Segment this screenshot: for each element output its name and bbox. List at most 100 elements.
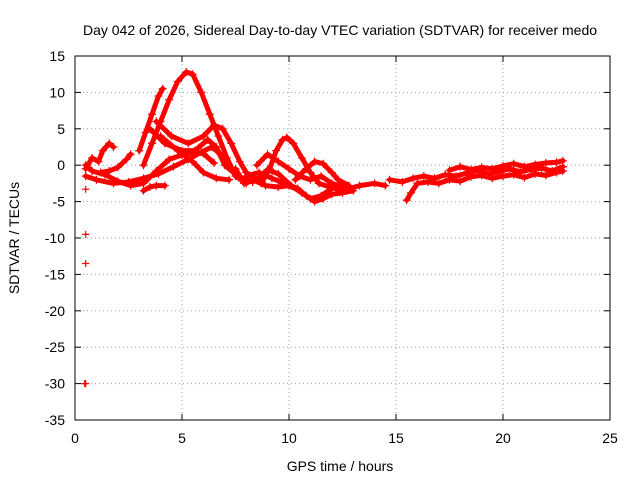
data-point (156, 132, 165, 141)
data-point (235, 157, 244, 166)
track-start-wave-a (81, 139, 118, 173)
data-point (541, 159, 550, 168)
data-point (488, 174, 497, 183)
data-point (92, 175, 101, 184)
data-point (274, 183, 283, 192)
data-point (466, 165, 475, 174)
data-point (297, 153, 306, 162)
x-tick-label: 5 (178, 430, 186, 446)
data-point (499, 172, 507, 181)
data-point (317, 191, 326, 200)
x-tick-label: 15 (388, 430, 404, 446)
track-arc-11-e (291, 157, 353, 190)
track-band (153, 119, 260, 183)
data-point (267, 174, 276, 183)
y-tick-label: -20 (45, 303, 65, 319)
track-band (83, 140, 116, 172)
data-point (327, 184, 336, 193)
data-point (184, 155, 193, 164)
data-point (252, 175, 261, 184)
data-point (126, 181, 135, 190)
data-point (210, 159, 219, 168)
data-point (419, 172, 428, 181)
data-point (152, 117, 161, 126)
data-point (152, 167, 161, 176)
data-point (210, 121, 219, 130)
data-point (216, 150, 225, 159)
data-point (327, 168, 336, 177)
data-point (285, 164, 293, 173)
track-start-wave-b (96, 150, 135, 177)
y-tick-label: -5 (53, 194, 66, 210)
data-point (178, 151, 186, 160)
data-point (152, 181, 161, 190)
data-point (88, 153, 97, 162)
data-point (145, 183, 154, 192)
data-point (169, 162, 178, 171)
track-arc-7-f (231, 164, 306, 197)
data-point (355, 181, 364, 190)
data-point (199, 132, 208, 141)
track-band (141, 183, 168, 194)
data-point (141, 128, 150, 137)
data-point (184, 139, 193, 148)
data-point (441, 170, 450, 179)
data-point (272, 146, 281, 155)
data-point (520, 173, 529, 182)
data-point (310, 157, 319, 166)
data-point (94, 157, 103, 166)
data-point (148, 110, 157, 119)
data-point (509, 170, 518, 179)
x-axis-label: GPS time / hours (287, 458, 394, 474)
data-point (302, 164, 311, 173)
data-point (113, 163, 122, 172)
data-point (135, 146, 144, 155)
data-point (167, 132, 176, 141)
data-point (477, 171, 486, 180)
data-point (297, 188, 306, 197)
data-point (509, 159, 518, 168)
data-point (81, 172, 90, 181)
data-point (445, 175, 454, 184)
data-point (81, 164, 90, 173)
data-point (148, 139, 157, 148)
data-point (261, 181, 270, 190)
data-point (558, 167, 567, 176)
data-point (306, 168, 315, 177)
data-point (541, 171, 550, 180)
isolated-points (81, 185, 90, 388)
data-point (199, 168, 208, 177)
data-point (165, 95, 174, 104)
data-point (225, 175, 234, 184)
data-point (154, 92, 163, 101)
data-point (317, 172, 326, 181)
data-point (173, 146, 182, 155)
y-tick-label: -35 (45, 412, 65, 428)
chart-title: Day 042 of 2026, Sidereal Day-to-day VTE… (83, 22, 597, 38)
axis-ticks: 0 5 10 15 20 25 15 10 5 0 -5 -10 -15 -20 -25 -30 -35 (45, 48, 618, 446)
data-point (306, 175, 315, 184)
y-tick-label: -10 (45, 230, 65, 246)
y-axis-label: SDTVAR / TECUs (6, 182, 22, 294)
y-tick-label: 15 (49, 48, 65, 64)
data-point (456, 162, 465, 171)
isolated-point (82, 185, 90, 193)
data-point (240, 179, 249, 188)
y-tick-label: 10 (49, 84, 65, 100)
data-point (88, 167, 97, 176)
data-point (113, 177, 122, 186)
data-point (109, 143, 118, 151)
data-point (214, 132, 223, 141)
y-tick-label: -15 (45, 266, 65, 282)
track-peak-13 (139, 68, 251, 188)
data-point (291, 175, 300, 184)
track-small-bump (139, 181, 169, 195)
data-point (212, 174, 221, 183)
isolated-point (82, 259, 90, 267)
data-point (105, 167, 114, 176)
track-late-band-c (445, 156, 567, 175)
y-tick-label: -30 (45, 376, 65, 392)
data-point (231, 164, 240, 173)
data-point (445, 166, 454, 175)
data-point (434, 179, 443, 188)
